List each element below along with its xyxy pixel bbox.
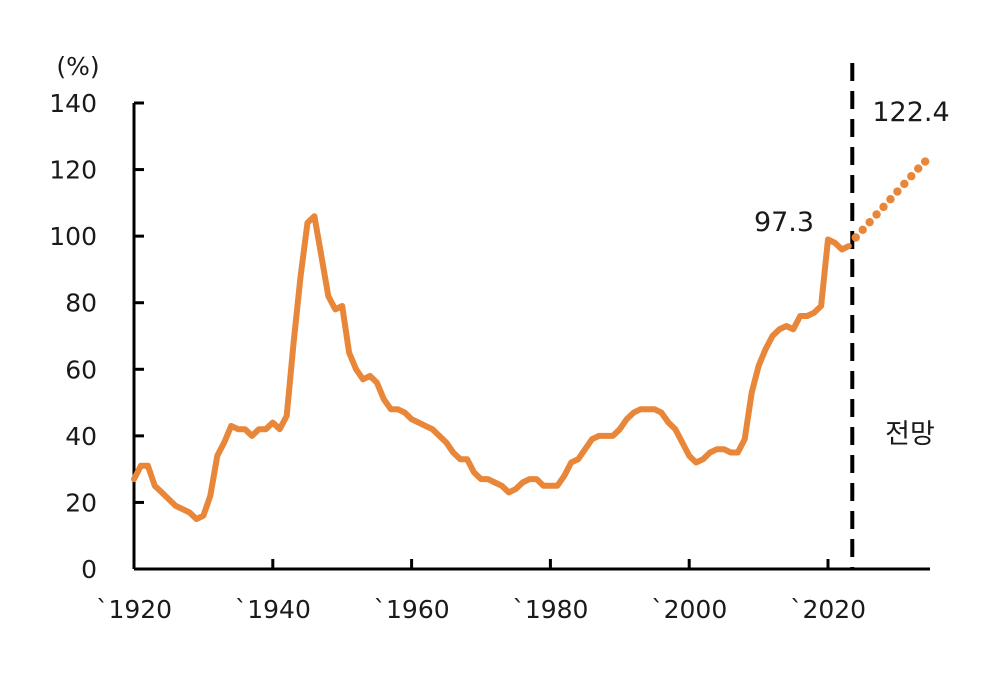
forecast-dot [920,157,930,166]
y-tick-label: 100 [49,222,97,251]
forecast-dot [914,164,923,173]
x-tick-label: `2020 [790,595,866,624]
forecast-dot [907,172,916,181]
x-axis-ticks: `1920 `1940 `1960 `1980 `2000 `2020 [96,559,866,624]
forecast-dot [872,210,881,219]
forecast-dot [879,202,888,212]
forecast-dot [900,179,909,189]
x-tick-label: `1920 [96,595,172,624]
forecast-dot [858,225,867,235]
y-tick-label: 20 [65,488,97,517]
forecast-dot [851,233,860,242]
x-tick-label: `1980 [512,595,588,624]
forecast-dot [886,194,895,204]
y-tick-label: 0 [81,555,97,584]
y-tick-label: 140 [49,89,97,118]
y-tick-label: 40 [65,422,97,451]
x-tick-label: `2000 [651,595,727,624]
series-historical-line [131,213,852,523]
x-tick-label: `1960 [374,595,450,624]
forecast-dot [865,217,874,227]
annotation-forecast-label: 전망 [885,419,935,450]
y-axis-ticks: 0 20 40 60 80 100 120 140 [49,89,144,584]
forecast-dot [893,187,902,196]
series-forecast-dots [851,157,930,242]
annotation-last-actual: 97.3 [754,207,814,238]
x-tick-label: `1940 [235,595,311,624]
y-tick-label: 120 [49,156,97,185]
y-tick-label: 60 [65,355,97,384]
y-tick-label: 80 [65,289,97,318]
y-axis-unit-label: (%) [56,52,99,81]
annotation-forecast-end: 122.4 [872,97,949,128]
